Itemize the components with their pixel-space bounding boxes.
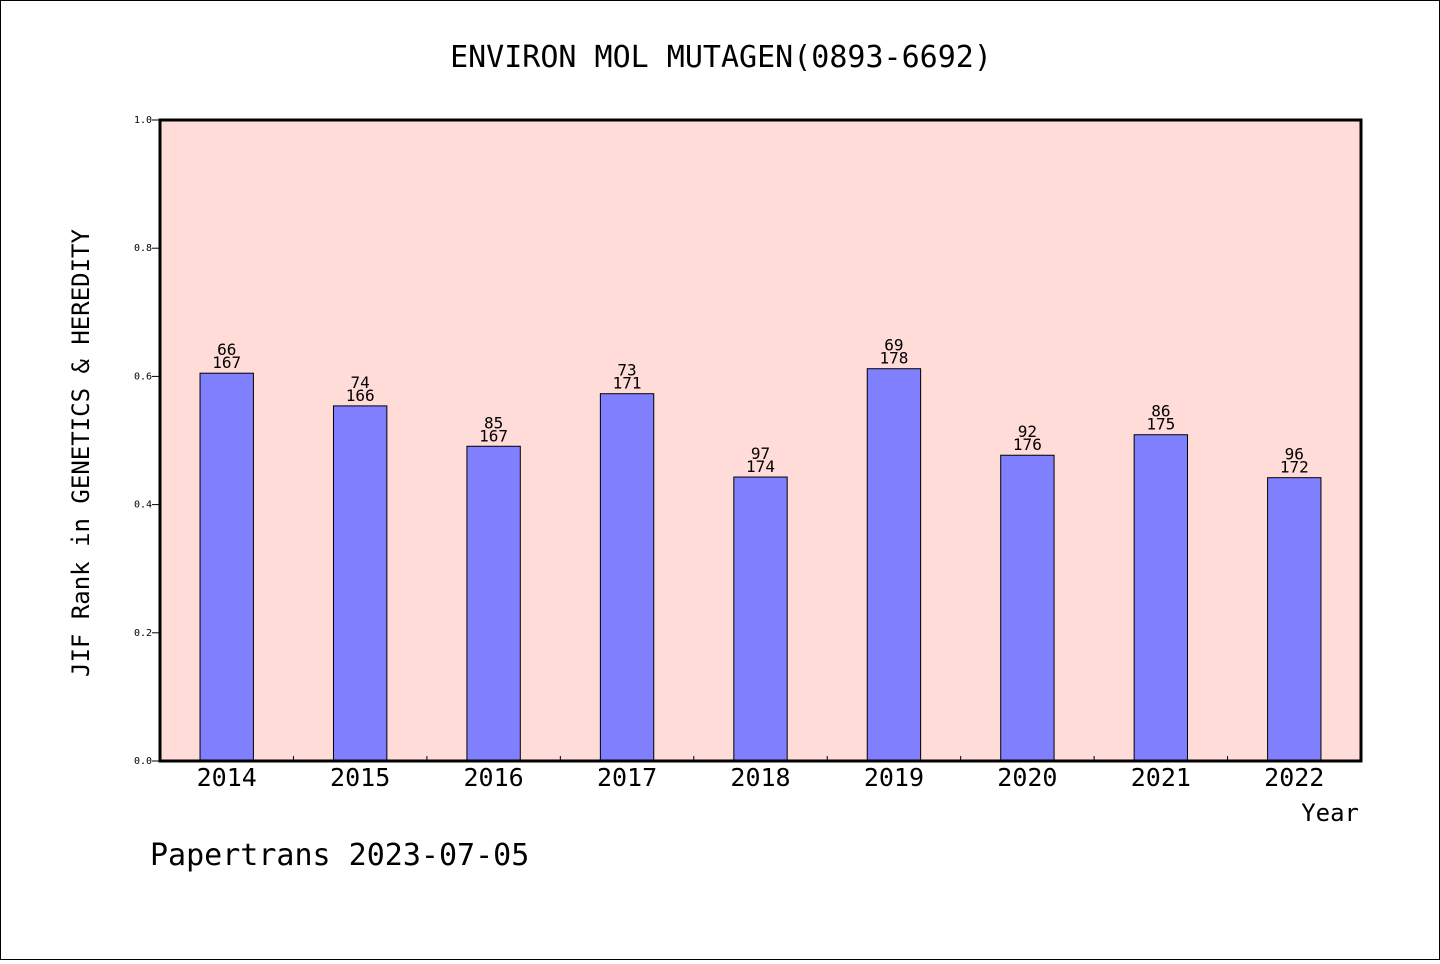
bar <box>1133 434 1189 762</box>
x-tick-label: 2015 <box>330 763 390 792</box>
x-tick-label: 2021 <box>1131 763 1191 792</box>
chart-title: ENVIRON MOL MUTAGEN(0893-6692) <box>450 40 992 75</box>
bar-rank-label: 92 <box>1018 422 1037 441</box>
bar-rank-label: 73 <box>617 361 636 380</box>
bar-total-label: 178 <box>879 349 908 368</box>
x-tick-label: 2019 <box>864 763 924 792</box>
bar <box>466 445 521 762</box>
x-axis-label: Year <box>1301 799 1359 827</box>
bar-rank-label: 66 <box>217 340 236 359</box>
bar-total-label: 171 <box>613 374 642 393</box>
bar-total-label: 167 <box>212 353 241 372</box>
x-tick-label: 2017 <box>597 763 657 792</box>
bar-total-label: 172 <box>1280 458 1309 477</box>
bar <box>199 372 254 762</box>
bar <box>733 476 788 762</box>
x-tick-label: 2020 <box>997 763 1057 792</box>
bars: 6616774166851677317197174691789217686175… <box>199 336 1322 762</box>
bar-rank-label: 86 <box>1151 402 1170 421</box>
bar <box>599 393 655 762</box>
bar <box>866 368 922 762</box>
y-axis-label: JIF Rank in GENETICS & HEREDITY <box>67 228 95 676</box>
y-tick-label: 0.6 <box>134 371 152 382</box>
x-tick-label: 2014 <box>197 763 257 792</box>
bar-rank-label: 69 <box>884 336 903 355</box>
bar-rank-label: 96 <box>1285 445 1304 464</box>
bar-rank-label: 97 <box>751 444 770 463</box>
footer-credit: Papertrans 2023-07-05 <box>150 838 529 873</box>
x-tick-label: 2022 <box>1264 763 1324 792</box>
bar-total-label: 166 <box>346 386 375 405</box>
plot-border <box>158 118 1363 763</box>
bar-total-label: 175 <box>1146 415 1175 434</box>
bar-total-label: 176 <box>1013 435 1042 454</box>
y-tick-label: 0.0 <box>134 756 152 767</box>
bar-total-label: 167 <box>479 426 508 445</box>
bar <box>332 405 388 762</box>
bar-rank-label: 74 <box>351 373 370 392</box>
y-axis: 0.0 0.2 0.4 0.6 0.8 1.0 <box>134 115 160 767</box>
y-tick-label: 0.2 <box>134 628 152 639</box>
x-tick-label: 2016 <box>464 763 524 792</box>
bar <box>1267 477 1322 762</box>
x-axis: 2014 2015 2016 2017 2018 2019 2020 2021 2022 <box>197 756 1324 792</box>
y-tick-label: 1.0 <box>134 115 152 126</box>
bar <box>1000 454 1055 762</box>
bar-rank-label: 85 <box>484 413 503 432</box>
x-tick-label: 2018 <box>730 763 790 792</box>
bar-total-label: 174 <box>746 457 775 476</box>
y-tick-label: 0.8 <box>134 243 152 254</box>
y-tick-label: 0.4 <box>134 500 152 511</box>
